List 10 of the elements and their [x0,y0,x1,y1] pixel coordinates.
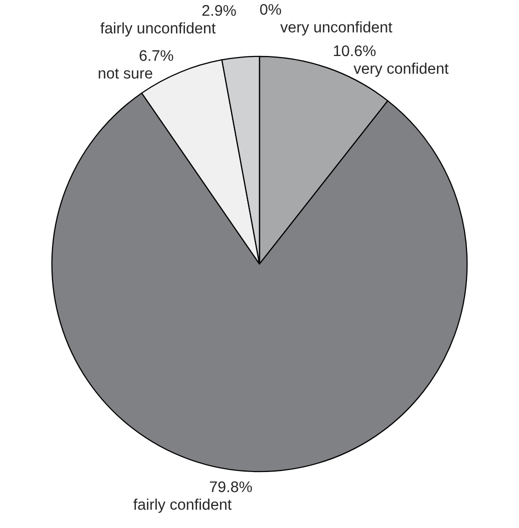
text: 0% [260,4,282,15]
data-label: 79.8% [210,481,252,492]
slice-label: fairly unconfident [100,22,216,37]
data-label: 10.6% [334,45,376,56]
category-label: very unconfident [280,21,392,36]
slice-label: very confident [354,62,449,77]
data-label: 6.7% [140,50,174,61]
slice-label: not sure [98,68,152,79]
data-label: 2.9% [202,5,236,16]
slice-label: fairly confident [133,498,232,513]
